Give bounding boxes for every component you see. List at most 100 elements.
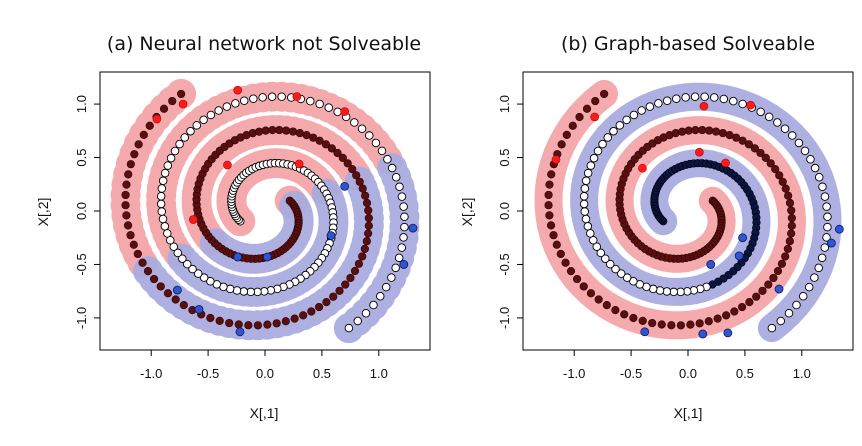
point-class-b: [158, 214, 168, 224]
point-class-b: [823, 212, 832, 222]
point-class-a: [364, 221, 373, 230]
labeled-point-b: [172, 285, 182, 295]
point-class-b: [598, 139, 607, 149]
point-class-b: [767, 323, 777, 333]
point-class-b: [615, 121, 625, 130]
labeled-point-a: [292, 92, 302, 101]
point-class-a: [745, 298, 754, 307]
point-class-a: [778, 177, 787, 186]
x-axis-label-b: X[,1]: [674, 405, 703, 421]
x-tick-label: -1.0: [563, 366, 585, 381]
point-class-a: [758, 286, 767, 295]
x-tick-label: -1.0: [140, 366, 162, 381]
point-class-a: [600, 89, 609, 99]
point-class-b: [232, 286, 242, 295]
point-class-b: [609, 126, 618, 136]
point-class-a: [134, 140, 143, 149]
point-class-b: [193, 269, 203, 278]
point-class-a: [163, 289, 173, 298]
point-class-a: [787, 221, 796, 230]
point-class-a: [268, 126, 277, 135]
labeled-point-b: [262, 252, 272, 262]
point-class-b: [315, 99, 324, 109]
point-class-a: [168, 96, 177, 106]
point-class-a: [698, 125, 707, 135]
labeled-point-b: [326, 231, 336, 240]
point-class-a: [756, 148, 765, 158]
point-class-a: [704, 317, 713, 326]
point-class-a: [314, 302, 324, 312]
point-class-a: [575, 112, 584, 122]
point-class-a: [281, 317, 290, 326]
point-class-b: [794, 138, 804, 148]
point-class-b: [157, 184, 167, 193]
point-class-b: [814, 173, 824, 182]
point-class-a: [764, 280, 773, 289]
point-class-a: [545, 180, 554, 189]
point-class-b: [622, 273, 632, 282]
labeled-point-a: [638, 163, 647, 173]
point-class-b: [804, 282, 814, 292]
point-class-a: [750, 144, 759, 153]
point-class-b: [377, 146, 387, 156]
point-class-b: [188, 264, 197, 274]
point-class-a: [145, 121, 154, 130]
point-class-a: [234, 320, 243, 329]
point-class-a: [691, 126, 700, 135]
x-tick-label: 0.0: [256, 366, 274, 381]
point-class-a: [738, 136, 747, 145]
point-class-b: [395, 182, 404, 192]
point-class-b: [645, 102, 655, 111]
point-class-b: [361, 308, 371, 318]
point-class-b: [580, 207, 590, 216]
point-class-a: [713, 314, 722, 323]
point-class-a: [129, 240, 138, 249]
point-class-b: [583, 222, 593, 231]
point-class-a: [355, 177, 364, 186]
point-class-b: [806, 154, 815, 164]
point-class-b: [596, 248, 606, 258]
point-class-a: [315, 136, 324, 145]
point-class-b: [589, 153, 599, 163]
point-class-b: [357, 124, 367, 133]
point-class-a: [579, 282, 588, 291]
point-class-a: [657, 320, 666, 329]
point-class-a: [321, 140, 330, 149]
point-class-b: [586, 229, 595, 238]
point-class-a: [552, 240, 561, 249]
point-class-b: [371, 138, 381, 148]
point-class-a: [730, 307, 739, 316]
point-class-b: [593, 146, 603, 156]
labeled-point-a: [551, 155, 561, 164]
point-class-a: [752, 292, 761, 301]
point-class-a: [299, 311, 308, 320]
point-class-a: [775, 171, 784, 180]
point-class-a: [290, 314, 299, 323]
point-class-a: [785, 198, 795, 208]
point-class-a: [364, 206, 373, 215]
point-class-b: [249, 94, 258, 103]
point-class-a: [156, 282, 165, 291]
x-tick-label: -0.5: [197, 366, 219, 381]
point-class-b: [654, 99, 663, 108]
labeled-point-a: [233, 85, 242, 95]
point-class-b: [601, 254, 610, 263]
labeled-point-b: [233, 252, 243, 262]
panel-a: (a) Neural network not Solveable X[,1] X…: [35, 33, 431, 421]
point-class-a: [288, 127, 298, 136]
point-class-a: [695, 319, 704, 328]
point-class-b: [387, 163, 397, 173]
point-class-a: [121, 190, 130, 200]
point-class-a: [350, 266, 360, 276]
point-class-a: [282, 126, 291, 135]
point-class-a: [544, 190, 553, 200]
point-class-b: [629, 277, 638, 286]
labeled-point-b: [706, 260, 716, 269]
y-tick-label: 0.0: [74, 202, 89, 220]
y-axis-label-b: X[,2]: [459, 198, 475, 227]
point-class-b: [581, 214, 591, 224]
point-class-b: [258, 93, 267, 102]
point-class-b: [629, 110, 639, 120]
point-class-b: [365, 131, 374, 140]
labeled-point-b: [723, 328, 733, 338]
